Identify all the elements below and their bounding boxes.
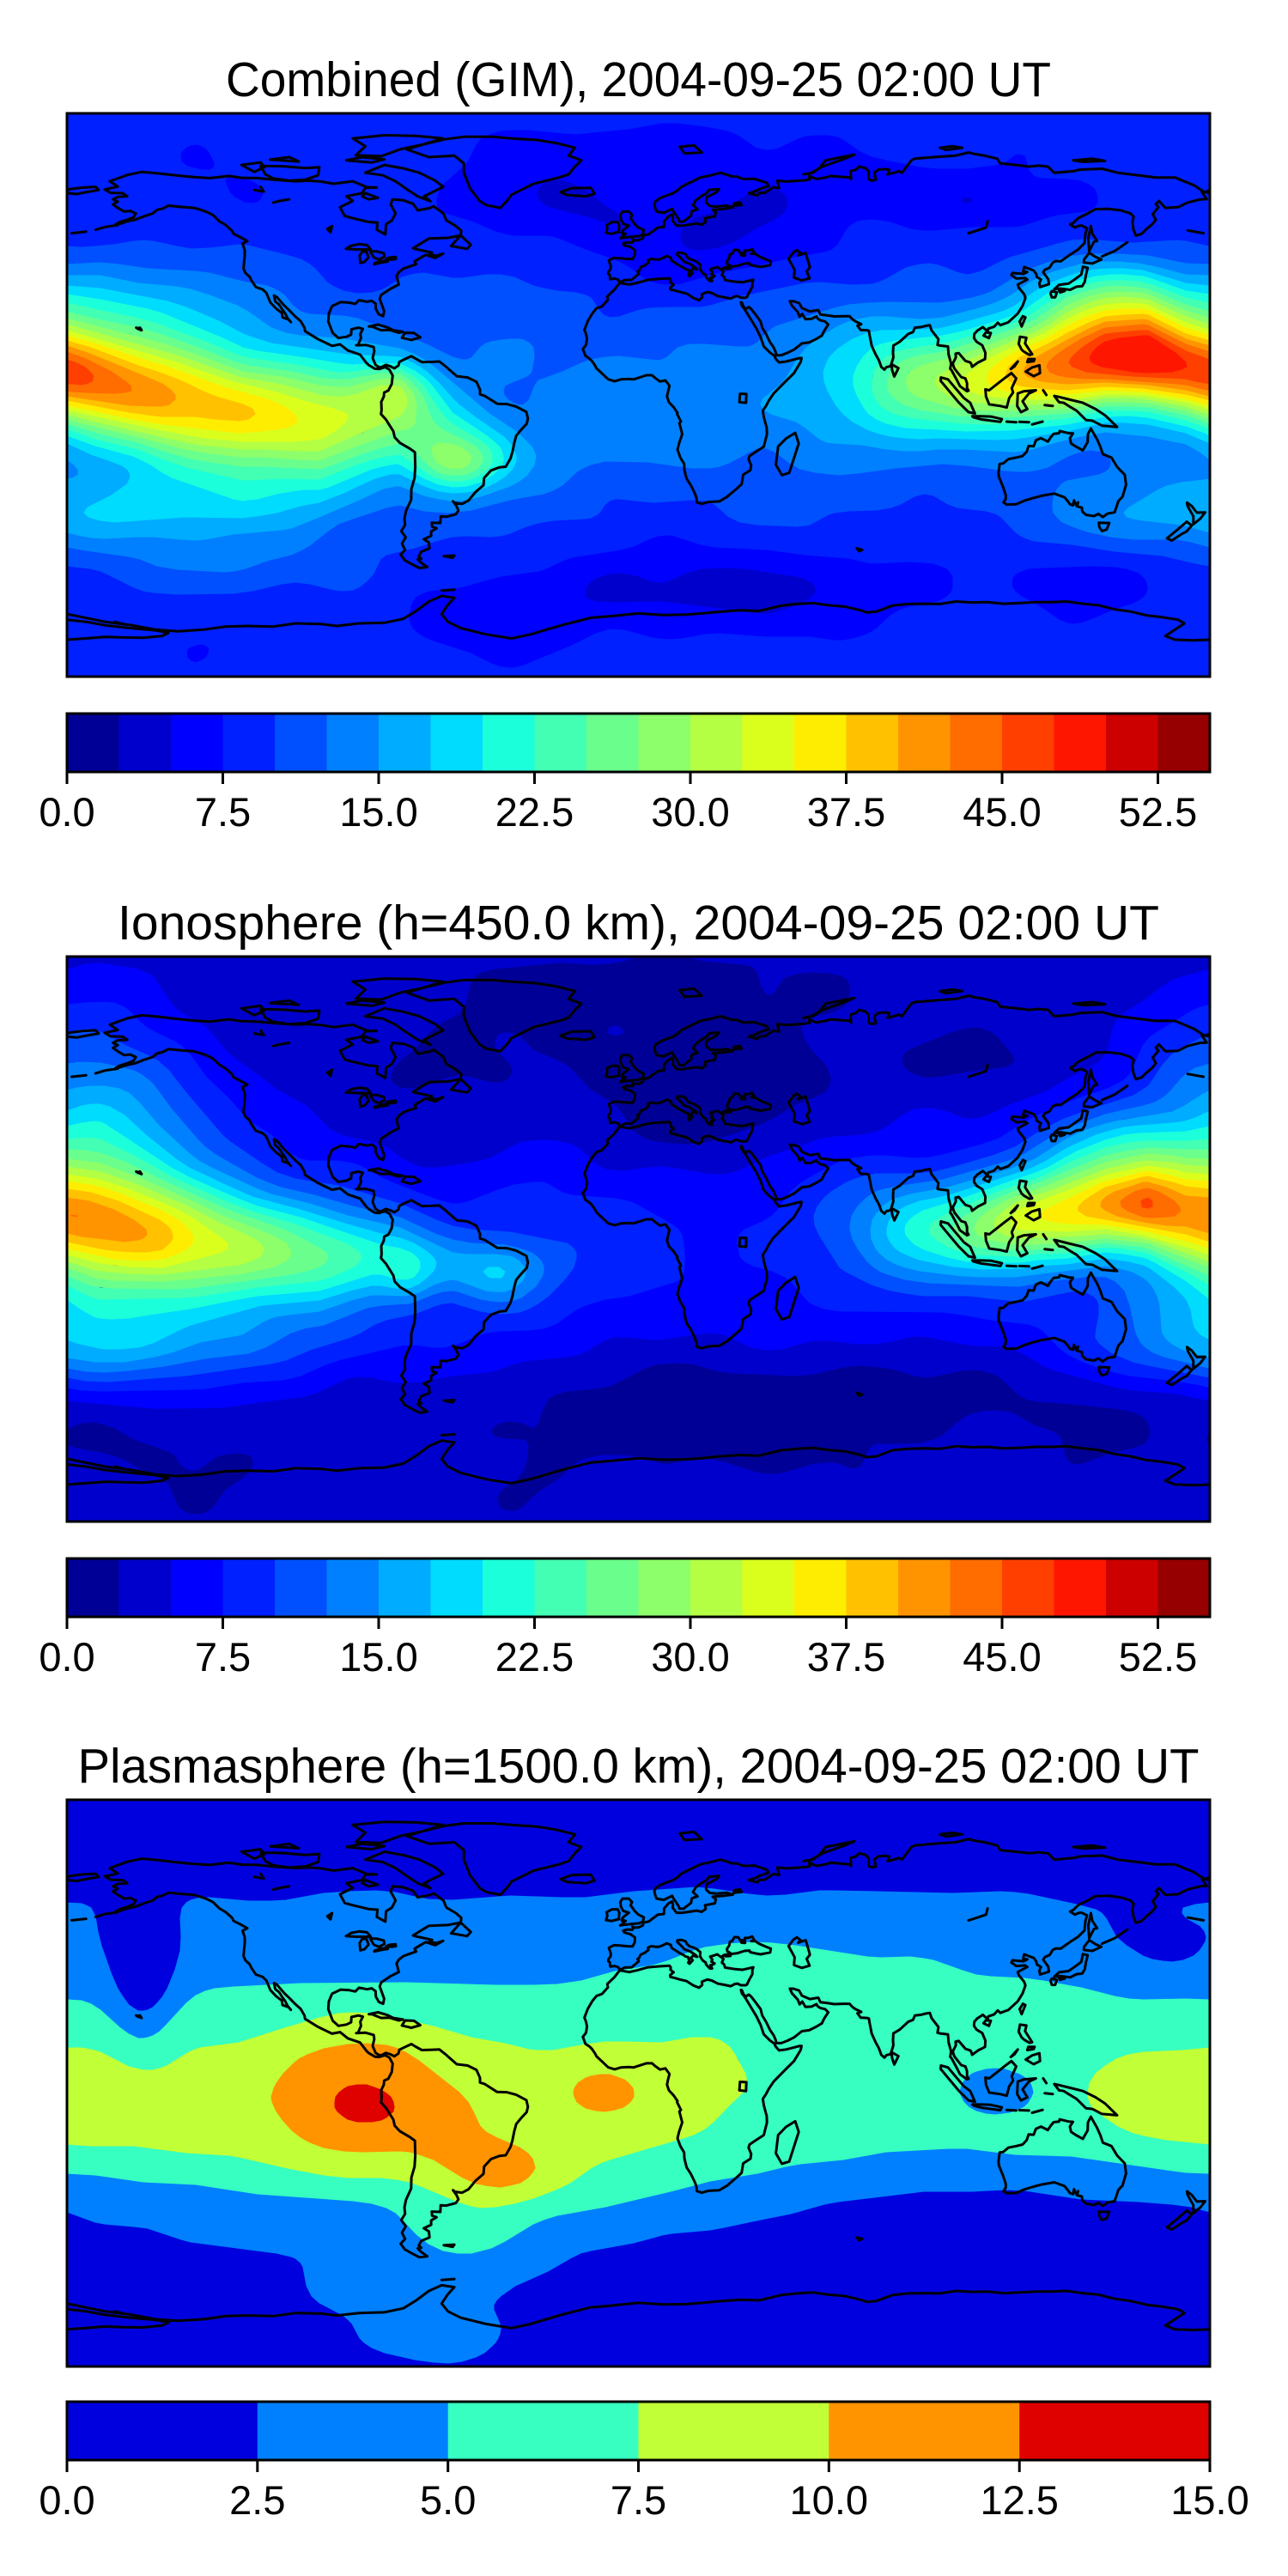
- svg-text:15.0: 15.0: [339, 1634, 417, 1680]
- svg-text:0.0: 0.0: [39, 1634, 94, 1680]
- svg-text:12.5: 12.5: [980, 2477, 1058, 2523]
- svg-text:Ionosphere (h=450.0 km), 2004: Ionosphere (h=450.0 km), 2004-09-25 02:0…: [118, 896, 1159, 951]
- svg-text:52.5: 52.5: [1119, 789, 1197, 835]
- svg-text:Plasmasphere (h=1500.0 km), 20: Plasmasphere (h=1500.0 km), 2004-09-25 0…: [78, 1739, 1200, 1794]
- svg-text:37.5: 37.5: [807, 789, 885, 835]
- svg-text:30.0: 30.0: [651, 789, 729, 835]
- svg-text:10.0: 10.0: [790, 2477, 868, 2523]
- svg-text:Combined (GIM), 2004-09-25 02:: Combined (GIM), 2004-09-25 02:00 UT: [226, 52, 1051, 107]
- svg-text:5.0: 5.0: [420, 2477, 476, 2523]
- svg-text:15.0: 15.0: [1170, 2477, 1249, 2523]
- svg-text:52.5: 52.5: [1119, 1634, 1197, 1680]
- svg-text:7.5: 7.5: [611, 2477, 666, 2523]
- svg-text:30.0: 30.0: [651, 1634, 729, 1680]
- svg-text:45.0: 45.0: [963, 1634, 1041, 1680]
- svg-text:15.0: 15.0: [339, 789, 417, 835]
- svg-text:37.5: 37.5: [807, 1634, 885, 1680]
- svg-text:22.5: 22.5: [495, 1634, 574, 1680]
- svg-text:0.0: 0.0: [39, 2477, 94, 2523]
- svg-text:45.0: 45.0: [963, 789, 1041, 835]
- svg-text:0.0: 0.0: [39, 789, 94, 835]
- svg-text:2.5: 2.5: [229, 2477, 285, 2523]
- svg-text:7.5: 7.5: [195, 789, 251, 835]
- svg-text:22.5: 22.5: [495, 789, 574, 835]
- svg-text:7.5: 7.5: [195, 1634, 251, 1680]
